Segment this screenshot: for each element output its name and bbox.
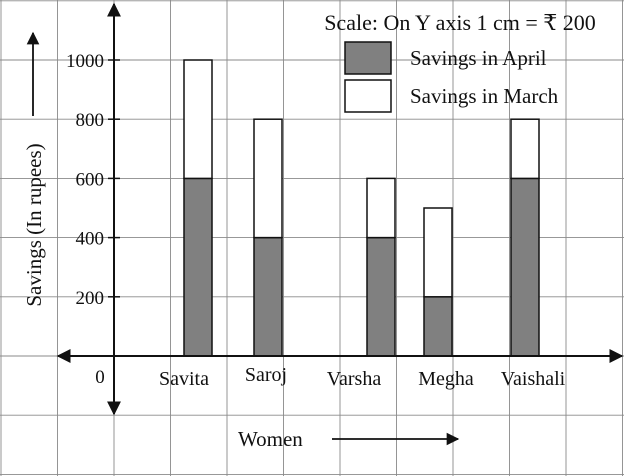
bar-megha-april: [423, 296, 453, 357]
legend-swatch-april: [344, 41, 392, 75]
bars: [183, 59, 540, 357]
bar-vaishali-april: [510, 177, 540, 357]
axes: [56, 2, 624, 416]
legend-label-april: Savings in April: [410, 46, 547, 70]
x-tick-label-varsha: Varsha: [327, 368, 382, 390]
x-axis-label: Women: [238, 427, 303, 451]
bar-megha-march: [423, 207, 453, 298]
origin-label: 0: [95, 367, 105, 388]
legend-label-march: Savings in March: [410, 84, 559, 108]
x-tick-label-megha: Megha: [418, 368, 474, 390]
bar-saroj-march: [253, 118, 283, 239]
x-tick-labels: Savita Saroj Varsha Megha Vaishali: [159, 364, 566, 390]
y-axis-label: Savings (In rupees): [22, 143, 46, 306]
bar-saroj-april: [253, 236, 283, 357]
bar-varsha-april: [366, 236, 396, 357]
bar-varsha-march: [366, 177, 396, 239]
y-tick-label-200: 200: [76, 288, 105, 309]
bar-savita-april: [183, 177, 213, 357]
x-tick-label-saroj: Saroj: [245, 364, 287, 386]
x-tick-label-vaishali: Vaishali: [501, 368, 566, 390]
scale-note: Scale: On Y axis 1 cm = ₹ 200: [324, 10, 596, 35]
legend: Savings in April Savings in March: [344, 41, 559, 113]
y-tick-label-600: 600: [76, 169, 105, 190]
bar-vaishali-march: [510, 118, 540, 180]
y-tick-label-800: 800: [76, 110, 105, 131]
bar-savita-march: [183, 59, 213, 180]
y-tick-label-400: 400: [76, 229, 105, 250]
legend-swatch-march: [344, 79, 392, 113]
y-tick-labels: 200 400 600 800 1000: [66, 51, 120, 309]
x-tick-label-savita: Savita: [159, 368, 209, 390]
y-tick-label-1000: 1000: [66, 51, 104, 72]
